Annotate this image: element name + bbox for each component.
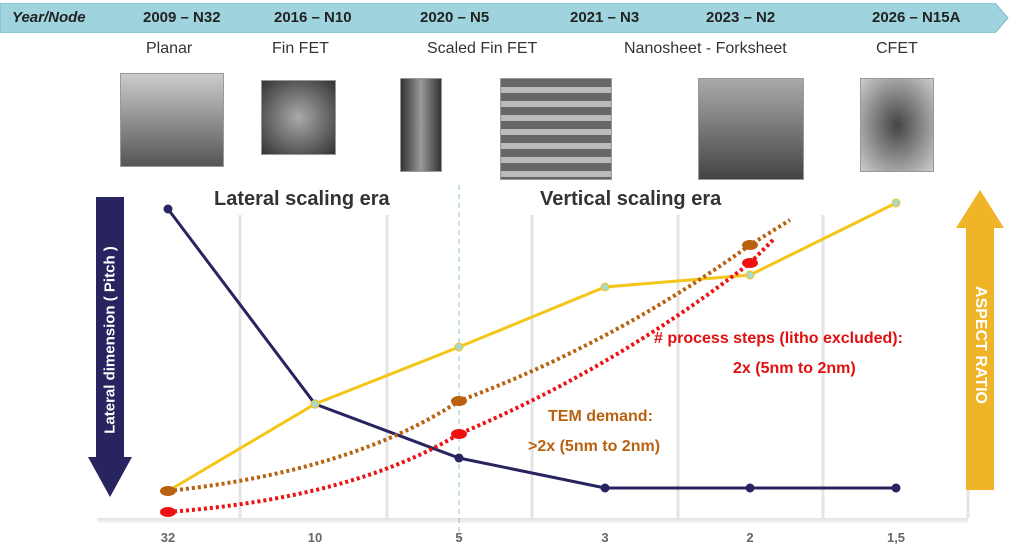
pitch-point	[891, 483, 901, 493]
cfet-tem-image	[860, 78, 934, 172]
x-tick: 2	[746, 530, 754, 545]
timeline-arrow	[0, 3, 1009, 33]
pitch-line	[166, 208, 896, 490]
pitch-arrow-label: Lateral dimension ( Pitch )	[101, 246, 119, 434]
planar-tem-image	[120, 73, 224, 167]
aspect-ratio-label: ASPECT RATIO	[972, 286, 989, 404]
x-tick: 5	[455, 530, 463, 545]
scaled-finfet-tem-image	[400, 78, 442, 172]
tem-point	[742, 240, 758, 250]
node-label: 2021 – N3	[570, 9, 640, 26]
tech-label: Nanosheet - Forksheet	[624, 40, 787, 57]
node-label: 2020 – N5	[420, 9, 490, 26]
aspect-line	[167, 201, 897, 493]
tech-label: CFET	[876, 40, 918, 57]
vertical-era-label: Vertical scaling era	[540, 188, 722, 210]
tem-demand-annotation: TEM demand:	[548, 408, 653, 425]
node-label: 2023 – N2	[706, 9, 776, 26]
x-tick: 10	[307, 530, 323, 545]
aspect-ratio-up-arrow	[956, 190, 1004, 490]
node-label: 2009 – N32	[143, 9, 221, 26]
aspect-point	[891, 198, 901, 208]
x-tick: 3	[601, 530, 609, 545]
x-tick: 32	[160, 530, 176, 545]
aspect-point	[454, 342, 464, 352]
tem-point	[451, 396, 467, 406]
tech-label: Scaled Fin FET	[427, 40, 538, 57]
process-point	[451, 429, 467, 439]
tem-point	[160, 486, 176, 496]
aspect-point	[600, 282, 610, 292]
tech-label: Fin FET	[272, 40, 329, 57]
aspect-point	[310, 399, 320, 409]
pitch-down-arrow	[88, 197, 132, 497]
pitch-point	[163, 204, 173, 214]
pitch-point	[600, 483, 610, 493]
process-steps-value: 2x (5nm to 2nm)	[733, 360, 856, 377]
pitch-point	[745, 483, 755, 493]
process-point	[742, 258, 758, 268]
process-point	[160, 507, 176, 517]
tem-line	[167, 218, 792, 493]
finfet-tem-image	[261, 80, 336, 155]
node-label: 2026 – N15A	[872, 9, 961, 26]
process-line	[167, 236, 777, 514]
lateral-era-label: Lateral scaling era	[214, 188, 390, 210]
forksheet-tem-image	[698, 78, 804, 180]
tem-demand-value: >2x (5nm to 2nm)	[528, 438, 661, 455]
aspect-point	[745, 270, 755, 280]
nanosheet-tem-image	[500, 78, 612, 180]
pitch-point	[454, 453, 464, 463]
timeline-label: Year/Node	[12, 9, 86, 26]
process-steps-annotation: # process steps (litho excluded):	[654, 330, 903, 347]
node-label: 2016 – N10	[274, 9, 352, 26]
x-tick: 1,5	[886, 530, 906, 545]
tech-label: Planar	[146, 40, 193, 57]
